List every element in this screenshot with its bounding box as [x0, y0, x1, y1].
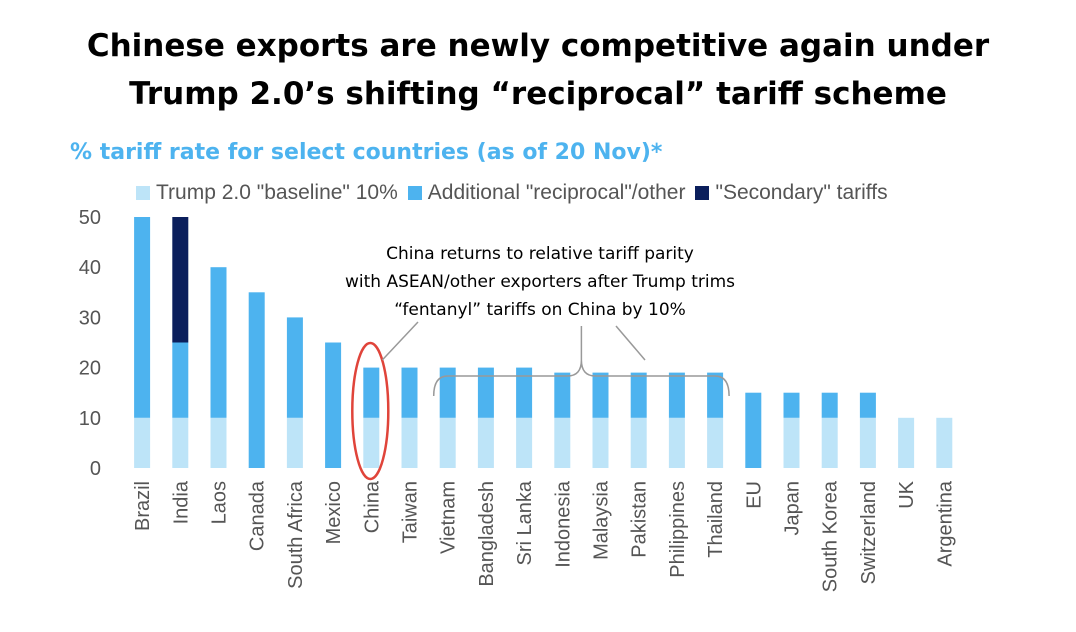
bracket-right-pointer-line: [615, 325, 646, 361]
legend-swatch-reciprocal: [407, 186, 422, 200]
y-tick-label: 10: [79, 408, 101, 430]
y-tick-label: 40: [79, 257, 101, 279]
bar-sri-lanka-series-1: [516, 367, 533, 418]
x-tick-label: Switzerland: [858, 481, 880, 584]
bar-malaysia-series-1: [592, 372, 609, 418]
bar-thailand-series-1: [707, 372, 724, 418]
bar-brazil-series-0: [134, 417, 151, 468]
bar-south-africa-series-0: [286, 417, 303, 468]
chart-title: Chinese exports are newly competitive ag…: [0, 22, 1076, 118]
bar-china-series-1: [363, 367, 380, 418]
x-tick-label: South Africa: [285, 480, 307, 589]
bar-south-africa-series-1: [286, 317, 303, 418]
chart-title-line-2: Trump 2.0’s shifting “reciprocal” tariff…: [129, 76, 947, 112]
legend-label-secondary: "Secondary" tariffs: [715, 181, 888, 204]
bar-indonesia-series-0: [554, 417, 571, 468]
legend-swatch-baseline: [136, 186, 150, 200]
chart-title-line-1: Chinese exports are newly competitive ag…: [86, 28, 990, 64]
bar-pakistan-series-0: [630, 417, 647, 468]
x-tick-label: South Korea: [820, 480, 842, 592]
bar-taiwan-series-1: [401, 367, 418, 418]
bar-malaysia-series-0: [592, 417, 609, 468]
bar-philippines-series-1: [668, 372, 685, 418]
bar-sri-lanka-series-0: [516, 417, 533, 468]
x-tick-label: UK: [896, 480, 918, 508]
bar-philippines-series-0: [668, 417, 685, 468]
x-tick-label: Vietnam: [438, 481, 460, 554]
y-tick-label: 0: [90, 458, 101, 480]
legend-label-baseline: Trump 2.0 "baseline" 10%: [156, 181, 398, 204]
bar-laos-series-0: [210, 417, 227, 468]
bar-china-series-0: [363, 417, 380, 468]
bar-thailand-series-0: [707, 417, 724, 468]
bar-india-series-1: [172, 342, 189, 418]
x-tick-label: EU: [743, 481, 765, 509]
annotation-line-1: China returns to relative tariff parity: [386, 244, 694, 264]
x-tick-label: Laos: [209, 481, 231, 524]
bar-argentina-series-0: [936, 417, 953, 468]
x-tick-label: Thailand: [705, 481, 727, 558]
legend-item-baseline: Trump 2.0 "baseline" 10%: [136, 181, 398, 205]
bar-vietnam-series-0: [439, 417, 456, 468]
bar-mexico-series-1: [325, 342, 342, 468]
bar-taiwan-series-0: [401, 417, 418, 468]
bar-pakistan-series-1: [630, 372, 647, 418]
x-tick-label: Canada: [247, 480, 269, 551]
x-tick-label: Pakistan: [629, 481, 651, 558]
bar-india-series-2: [172, 217, 189, 343]
bar-indonesia-series-1: [554, 372, 571, 418]
annotation-line-2: with ASEAN/other exporters after Trump t…: [345, 272, 735, 292]
bar-uk-series-0: [898, 417, 915, 468]
annotation-text: China returns to relative tariff parity …: [300, 240, 780, 324]
x-tick-label: Brazil: [132, 481, 154, 531]
china-highlight-ellipse: [351, 341, 390, 481]
bar-south-korea-series-0: [821, 417, 838, 468]
chart-legend: Trump 2.0 "baseline" 10% Additional "rec…: [136, 180, 898, 206]
y-tick-label: 50: [79, 207, 101, 229]
annotation-line-3: “fentanyl” tariffs on China by 10%: [394, 300, 686, 320]
x-tick-label: Japan: [782, 481, 804, 536]
annotation-pointer-line: [381, 321, 419, 361]
bar-switzerland-series-1: [859, 392, 876, 418]
legend-swatch-secondary: [695, 186, 710, 200]
y-tick-label: 20: [79, 358, 101, 380]
legend-item-reciprocal: Additional "reciprocal"/other: [407, 181, 686, 205]
bar-bangladesh-series-1: [477, 367, 494, 418]
y-tick-label: 30: [79, 307, 101, 329]
bar-brazil-series-1: [134, 217, 151, 418]
bar-vietnam-series-1: [439, 367, 456, 418]
x-tick-label: China: [361, 480, 383, 533]
bar-japan-series-0: [783, 417, 800, 468]
bar-canada-series-1: [248, 292, 265, 468]
bar-laos-series-1: [210, 267, 227, 418]
x-tick-label: Malaysia: [591, 480, 613, 560]
chart-subtitle: % tariff rate for select countries (as o…: [70, 140, 663, 165]
x-tick-label: Mexico: [323, 481, 345, 544]
x-tick-label: India: [170, 480, 192, 524]
x-tick-label: Philippines: [667, 481, 689, 578]
legend-item-secondary: "Secondary" tariffs: [695, 181, 888, 205]
bar-switzerland-series-0: [859, 417, 876, 468]
bar-india-series-0: [172, 417, 189, 468]
bar-japan-series-1: [783, 392, 800, 418]
x-tick-label: Taiwan: [400, 481, 422, 543]
bar-south-korea-series-1: [821, 392, 838, 418]
bar-eu-series-1: [745, 392, 762, 468]
bar-bangladesh-series-0: [477, 417, 494, 468]
x-tick-label: Indonesia: [552, 480, 574, 568]
legend-label-reciprocal: Additional "reciprocal"/other: [427, 181, 686, 204]
x-tick-label: Sri Lanka: [514, 480, 536, 565]
x-tick-label: Bangladesh: [476, 481, 498, 587]
x-tick-label: Argentina: [934, 480, 956, 566]
